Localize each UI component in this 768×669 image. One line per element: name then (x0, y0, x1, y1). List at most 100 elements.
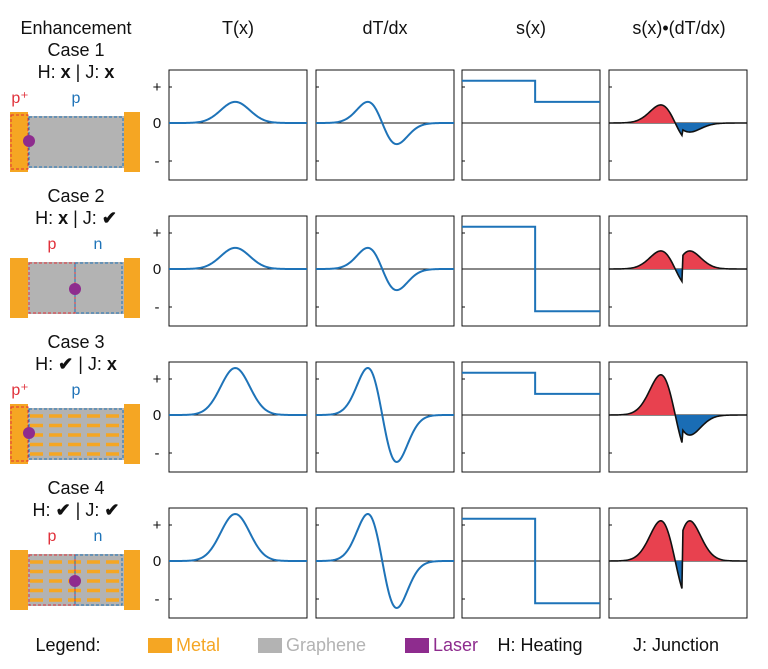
heating-junction-label: H: x | J: x (38, 62, 115, 82)
panel-frame (461, 215, 601, 327)
plot-panel (461, 69, 601, 181)
region-label-left: p⁺ (11, 382, 28, 399)
hj-part: H: (35, 354, 58, 374)
panel-frame (315, 69, 455, 181)
legend-swatch (405, 638, 429, 653)
temperature-curve (169, 100, 307, 124)
hj-part: ✔ (58, 354, 73, 374)
y-tick-label: 0 (153, 261, 161, 278)
case-title: Case 2 (47, 186, 104, 206)
hj-part: ✔ (102, 208, 117, 228)
product-curve (608, 104, 747, 138)
seebeck-curve (462, 79, 600, 103)
seebeck-curve (462, 225, 600, 313)
region-label-right: n (94, 528, 103, 545)
region-label-left: p (48, 528, 57, 545)
metal-contact-right (124, 112, 140, 172)
gradient-curve (316, 513, 454, 610)
panel-frame (168, 507, 308, 619)
case-title: Case 4 (47, 478, 104, 498)
y-tick-label: + (153, 79, 162, 96)
y-tick-label: - (155, 153, 160, 170)
laser-spot (69, 575, 81, 587)
metal-contact-right (124, 258, 140, 318)
region-label-right: p (72, 90, 81, 107)
hj-part: | J: (71, 500, 105, 520)
panel-frame (315, 215, 455, 327)
region-label-left: p⁺ (11, 90, 28, 107)
negative-area (676, 415, 747, 443)
hj-part: ✔ (56, 500, 71, 520)
plot-panel (168, 215, 308, 327)
legend-heating: H: Heating (497, 635, 582, 655)
legend-swatch (148, 638, 172, 653)
y-tick-label: - (155, 299, 160, 316)
hj-part: | J: (71, 62, 105, 82)
column-header: dT/dx (362, 18, 407, 38)
column-header: s(x)•(dT/dx) (632, 18, 725, 38)
region-label-right: n (94, 236, 103, 253)
product-curve (609, 520, 747, 589)
case-row: Case 3H: ✔ | J: x p⁺ p +0 - (10, 332, 748, 473)
graphene-sheet (26, 116, 124, 168)
y-tick-label: - (155, 445, 160, 462)
region-outline-left (10, 114, 29, 170)
panel-frame (461, 69, 601, 181)
product-curve (608, 250, 747, 284)
plot-panel (461, 215, 601, 327)
legend-title: Legend: (35, 635, 100, 655)
panel-frame (461, 361, 601, 473)
y-tick-label: + (153, 225, 162, 242)
positive-area (609, 374, 676, 415)
case-row: Case 1H: x | J: x p⁺ p +0 - (10, 40, 748, 181)
plot-panel (315, 215, 455, 327)
metal-contact-left (10, 258, 28, 318)
positive-area (609, 520, 747, 561)
panel-frame (461, 507, 601, 619)
gradient-curve (315, 100, 454, 146)
panel-frame (168, 69, 308, 181)
column-header: s(x) (516, 18, 546, 38)
hj-part: H: (38, 62, 61, 82)
region-label-right: p (72, 382, 81, 399)
hj-part: H: (33, 500, 56, 520)
case-row: Case 2H: x | J: ✔ p n +0 - (10, 186, 748, 327)
heating-junction-label: H: ✔ | J: x (35, 354, 117, 374)
legend-label: Laser (433, 635, 478, 655)
plot-panel (168, 361, 308, 473)
laser-spot (23, 135, 35, 147)
positive-area (609, 250, 747, 269)
negative-area (676, 123, 747, 136)
case-row: Case 4H: ✔ | J: ✔ p n +0 - (10, 478, 748, 619)
y-tick-label: 0 (153, 553, 161, 570)
hj-part: H: (35, 208, 58, 228)
hj-part: x (58, 208, 68, 228)
plot-panel (608, 507, 748, 619)
temperature-curve (169, 246, 307, 270)
heating-junction-label: H: ✔ | J: ✔ (33, 500, 120, 520)
hj-part: ✔ (104, 500, 119, 520)
y-tick-label: + (153, 371, 162, 388)
hj-part: x (107, 354, 117, 374)
y-tick-label: 0 (153, 407, 161, 424)
legend-label: Graphene (286, 635, 366, 655)
hj-part: x (104, 62, 114, 82)
metal-contact-left (10, 112, 28, 172)
region-outline-right (74, 554, 123, 606)
metal-contact-left (10, 404, 28, 464)
panel-frame (315, 361, 455, 473)
legend-swatch (258, 638, 282, 653)
column-header: Enhancement (20, 18, 131, 38)
temperature-curve (169, 512, 307, 562)
panel-frame (168, 361, 308, 473)
y-tick-label: 0 (153, 115, 161, 132)
column-header: T(x) (222, 18, 254, 38)
metal-contact-right (124, 550, 140, 610)
legend-junction: J: Junction (633, 635, 719, 655)
plot-panel (315, 69, 455, 181)
laser-spot (23, 427, 35, 439)
region-outline-left (10, 406, 29, 462)
case-title: Case 3 (47, 332, 104, 352)
y-tick-label: - (155, 591, 160, 608)
